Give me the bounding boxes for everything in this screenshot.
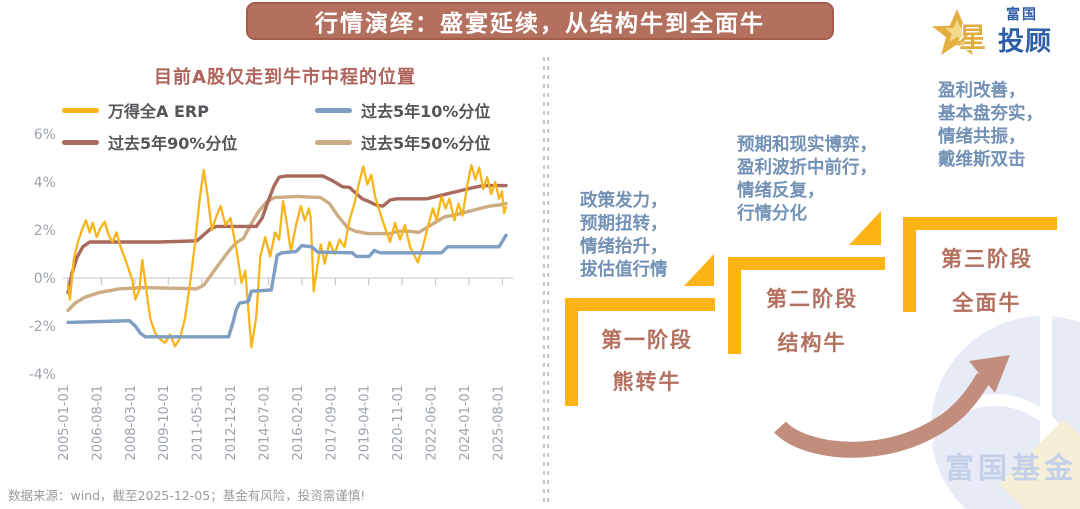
svg-text:-2%: -2% bbox=[29, 319, 56, 335]
svg-text:2012-12-01: 2012-12-01 bbox=[224, 385, 239, 461]
section-divider bbox=[543, 57, 549, 505]
svg-text:2009-10-01: 2009-10-01 bbox=[157, 385, 172, 461]
svg-text:2%: 2% bbox=[34, 223, 56, 239]
logo-star-char: 星 bbox=[959, 23, 986, 54]
legend-label: 过去5年50%分位 bbox=[361, 134, 491, 153]
logo-brand-bottom: 投顾 bbox=[998, 27, 1053, 57]
svg-text:6%: 6% bbox=[34, 127, 56, 143]
svg-text:2006-08-01: 2006-08-01 bbox=[90, 385, 105, 461]
stage1-phase-label: 第一阶段 bbox=[601, 328, 693, 352]
stage1-bracket-side bbox=[565, 298, 578, 406]
legend-label: 过去5年10%分位 bbox=[361, 102, 491, 121]
svg-text:2011-05-01: 2011-05-01 bbox=[191, 385, 206, 461]
legend-item-0: 万得全A ERP bbox=[62, 99, 315, 121]
svg-text:0%: 0% bbox=[34, 271, 56, 287]
brand-logo: 星 富国 投顾 bbox=[932, 1, 1080, 57]
step-up-triangle-1 bbox=[684, 254, 714, 286]
stage1-description: 政策发力， 预期扭转， 情绪抬升， 拔估值行情 bbox=[580, 191, 668, 281]
svg-text:4%: 4% bbox=[34, 175, 56, 191]
banner-title: 行情演绎：盛宴延续，从结构牛到全面牛 bbox=[315, 11, 765, 37]
star-icon bbox=[932, 8, 982, 56]
svg-text:2022-06-01: 2022-06-01 bbox=[425, 385, 440, 461]
svg-text:富国基金: 富国基金 bbox=[945, 451, 1077, 485]
stage3-bracket-side bbox=[903, 217, 916, 312]
svg-text:2024-01-01: 2024-01-01 bbox=[458, 385, 473, 461]
stage2-description: 预期和现实博弈， 盈利波折中前行， 情绪反复， 行情分化 bbox=[737, 135, 877, 225]
svg-text:-4%: -4% bbox=[29, 367, 56, 383]
svg-text:2014-07-01: 2014-07-01 bbox=[257, 385, 272, 461]
legend-swatch bbox=[315, 107, 352, 113]
legend-item-1: 过去5年10%分位 bbox=[315, 99, 490, 121]
stage1-name-label: 熊转牛 bbox=[612, 370, 682, 394]
legend-swatch bbox=[62, 107, 99, 113]
legend-item-3: 过去5年50%分位 bbox=[315, 131, 490, 153]
legend-swatch bbox=[315, 139, 352, 145]
logo-brand-top: 富国 bbox=[1006, 7, 1038, 23]
svg-text:2020-11-01: 2020-11-01 bbox=[391, 385, 406, 461]
stage3-bracket-top bbox=[903, 217, 1057, 230]
erp-line-chart: 6% 4% 2% 0% -2% -4%2005-01-01 2006-08-01 2008-0… bbox=[29, 127, 513, 461]
legend-item-2: 过去5年90%分位 bbox=[62, 131, 315, 153]
step-up-triangle-2 bbox=[849, 211, 881, 245]
legend-swatch bbox=[62, 139, 99, 145]
stage2-name-label: 结构牛 bbox=[777, 331, 847, 355]
chart-title: 目前A股仅走到牛市中程的位置 bbox=[154, 67, 416, 88]
svg-text:2019-04-01: 2019-04-01 bbox=[358, 385, 373, 461]
stage2-bracket-top bbox=[728, 257, 885, 270]
stage2-bracket-side bbox=[728, 257, 741, 354]
stage3-description: 盈利改善， 基本盘夯实， 情绪共振， 戴维斯双击 bbox=[938, 81, 1043, 171]
stage1-bracket-top bbox=[565, 298, 715, 311]
legend-label: 万得全A ERP bbox=[108, 102, 209, 121]
stage3-phase-label: 第三阶段 bbox=[941, 247, 1033, 271]
upward-curve-arrow bbox=[774, 355, 1010, 458]
svg-text:2005-01-01: 2005-01-01 bbox=[57, 385, 72, 461]
fund-logo-watermark: 富国基金 bbox=[911, 312, 1080, 509]
svg-text:2016-02-01: 2016-02-01 bbox=[291, 385, 306, 461]
stage3-name-label: 全面牛 bbox=[952, 291, 1022, 315]
banner: 行情演绎：盛宴延续，从结构牛到全面牛 bbox=[246, 2, 834, 40]
svg-text:2008-03-01: 2008-03-01 bbox=[124, 385, 139, 461]
svg-text:2017-09-01: 2017-09-01 bbox=[324, 385, 339, 461]
stage2-phase-label: 第二阶段 bbox=[766, 287, 858, 311]
data-source-disclaimer: 数据来源：wind，截至2025-12-05；基金有风险，投资需谨慎! bbox=[8, 488, 366, 503]
svg-text:2025-08-01: 2025-08-01 bbox=[491, 385, 506, 461]
legend-label: 过去5年90%分位 bbox=[108, 134, 238, 153]
chart-legend: 万得全A ERP 过去5年10%分位过去5年90%分位 过去5年50%分位 bbox=[62, 99, 490, 153]
